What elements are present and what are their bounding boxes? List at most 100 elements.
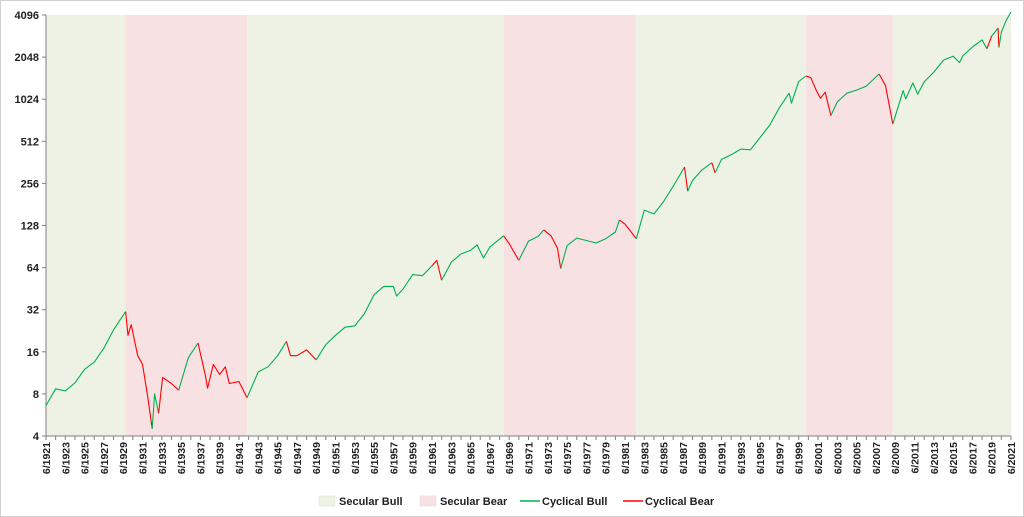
cyclical-bull-segment bbox=[892, 39, 988, 125]
x-tick-label: 6/2009 bbox=[890, 442, 902, 474]
x-tick-label: 6/2007 bbox=[871, 442, 883, 474]
cyclical-bear-segment bbox=[125, 311, 153, 429]
x-tick-label: 6/1931 bbox=[138, 442, 150, 474]
x-axis-ticks: 6/1921 6/1923 6/1925 6/1927 6/1929 6/1931 6/19… bbox=[41, 436, 1018, 474]
cyclical-bull-segment bbox=[518, 229, 545, 261]
x-tick-label: 6/2021 bbox=[1006, 442, 1018, 474]
x-tick-label: 6/1967 bbox=[485, 442, 497, 474]
x-tick-label: 6/1975 bbox=[562, 442, 574, 474]
x-tick-label: 6/1963 bbox=[446, 442, 458, 474]
x-tick-label: 6/2013 bbox=[929, 442, 941, 474]
x-tick-label: 6/1989 bbox=[697, 442, 709, 474]
x-tick-label: 6/1937 bbox=[195, 442, 207, 474]
secular-bear-band bbox=[503, 15, 637, 436]
x-tick-label: 6/1949 bbox=[311, 442, 323, 474]
cyclical-bear-segment bbox=[543, 229, 562, 269]
y-tick-label: 1024 bbox=[15, 94, 40, 106]
x-tick-label: 6/2003 bbox=[832, 442, 844, 474]
cyclical-bull-segment bbox=[560, 219, 620, 269]
cyclical-bull-segment bbox=[635, 166, 685, 239]
cyclical-bear-segment bbox=[805, 75, 832, 116]
legend-label-cyclical-bull: Cyclical Bull bbox=[542, 496, 607, 508]
x-tick-label: 6/2019 bbox=[987, 442, 999, 474]
secular-bands bbox=[46, 15, 1011, 436]
cyclical-bull-segment bbox=[441, 235, 504, 281]
y-tick-label: 64 bbox=[27, 263, 40, 275]
x-tick-label: 6/1971 bbox=[524, 442, 536, 474]
cyclical-bull-segment bbox=[315, 265, 433, 361]
x-tick-label: 6/1951 bbox=[331, 442, 343, 474]
y-tick-label: 4 bbox=[33, 431, 40, 443]
x-tick-label: 6/1921 bbox=[41, 442, 53, 474]
secular-bull-band bbox=[636, 15, 806, 436]
cyclical-bull-segment bbox=[246, 341, 287, 399]
cyclical-bear-segment bbox=[197, 342, 248, 399]
cyclical-bull-segment bbox=[151, 393, 160, 429]
cyclical-bull-segment bbox=[178, 342, 199, 391]
x-tick-label: 6/1933 bbox=[157, 442, 169, 474]
cyclical-bull-segment bbox=[830, 73, 880, 116]
y-tick-label: 2048 bbox=[15, 52, 39, 64]
x-tick-label: 6/2001 bbox=[813, 442, 825, 474]
x-tick-label: 6/1947 bbox=[292, 442, 304, 474]
cyclical-bear-segment bbox=[986, 35, 993, 49]
x-tick-label: 6/1961 bbox=[427, 442, 439, 474]
legend-label-secular-bear: Secular Bear bbox=[440, 496, 508, 508]
x-tick-label: 6/1925 bbox=[80, 442, 92, 474]
cyclical-bear-segment bbox=[683, 167, 689, 192]
legend: Secular Bull Secular Bear Cyclical Bull Cyc… bbox=[318, 495, 715, 508]
x-tick-label: 6/2011 bbox=[910, 442, 922, 474]
cyclical-bear-segment bbox=[503, 235, 520, 261]
y-tick-label: 32 bbox=[27, 305, 39, 317]
x-tick-label: 6/1993 bbox=[736, 442, 748, 474]
x-tick-label: 6/1935 bbox=[176, 442, 188, 474]
secular-bear-band bbox=[805, 15, 893, 436]
x-tick-label: 6/1981 bbox=[620, 442, 632, 474]
legend-label-cyclical-bear: Cyclical Bear bbox=[645, 496, 715, 508]
cyclical-bull-segment bbox=[998, 11, 1012, 48]
x-tick-label: 6/1985 bbox=[659, 442, 671, 474]
cyclical-bull-segment bbox=[45, 311, 127, 406]
y-tick-label: 512 bbox=[21, 136, 39, 148]
x-tick-label: 6/1923 bbox=[60, 442, 72, 474]
x-tick-label: 6/1999 bbox=[794, 442, 806, 474]
y-tick-label: 8 bbox=[33, 389, 39, 401]
x-tick-label: 6/2017 bbox=[967, 442, 979, 474]
x-tick-label: 6/1977 bbox=[581, 442, 593, 474]
secular-bull-band bbox=[892, 15, 1011, 436]
y-tick-label: 4096 bbox=[15, 10, 39, 22]
x-tick-label: 6/1973 bbox=[543, 442, 555, 474]
cyclical-bear-segment bbox=[878, 73, 894, 125]
cyclical-bear-segment bbox=[285, 341, 317, 361]
y-tick-label: 256 bbox=[21, 178, 39, 190]
series-lines bbox=[45, 11, 1012, 429]
x-tick-label: 6/1987 bbox=[678, 442, 690, 474]
cyclical-bear-segment bbox=[619, 219, 637, 240]
secular-bull-band bbox=[46, 15, 126, 436]
x-tick-label: 6/1943 bbox=[253, 442, 265, 474]
cyclical-bull-segment bbox=[714, 75, 807, 174]
x-tick-label: 6/1991 bbox=[717, 442, 729, 474]
cyclical-bear-segment bbox=[997, 28, 1000, 48]
cyclical-bull-segment bbox=[991, 27, 999, 37]
cyclical-bear-segment bbox=[711, 162, 716, 173]
x-tick-label: 6/1979 bbox=[601, 442, 613, 474]
y-tick-label: 128 bbox=[21, 221, 39, 233]
x-tick-label: 6/2015 bbox=[948, 442, 960, 474]
x-tick-label: 6/2005 bbox=[852, 442, 864, 474]
x-tick-label: 6/1955 bbox=[369, 442, 381, 474]
x-tick-label: 6/1965 bbox=[466, 442, 478, 474]
x-tick-label: 6/1939 bbox=[215, 442, 227, 474]
x-tick-label: 6/1969 bbox=[504, 442, 516, 474]
x-tick-label: 6/1983 bbox=[639, 442, 651, 474]
x-tick-label: 6/1953 bbox=[350, 442, 362, 474]
x-tick-label: 6/1929 bbox=[118, 442, 130, 474]
cyclical-bear-segment bbox=[431, 259, 443, 281]
cyclical-bear-segment bbox=[158, 376, 180, 414]
y-tick-label: 16 bbox=[27, 347, 39, 359]
legend-label-secular-bull: Secular Bull bbox=[339, 496, 403, 508]
x-tick-label: 6/1941 bbox=[234, 442, 246, 474]
cyclical-bull-segment bbox=[687, 162, 713, 192]
x-tick-label: 6/1997 bbox=[774, 442, 786, 474]
